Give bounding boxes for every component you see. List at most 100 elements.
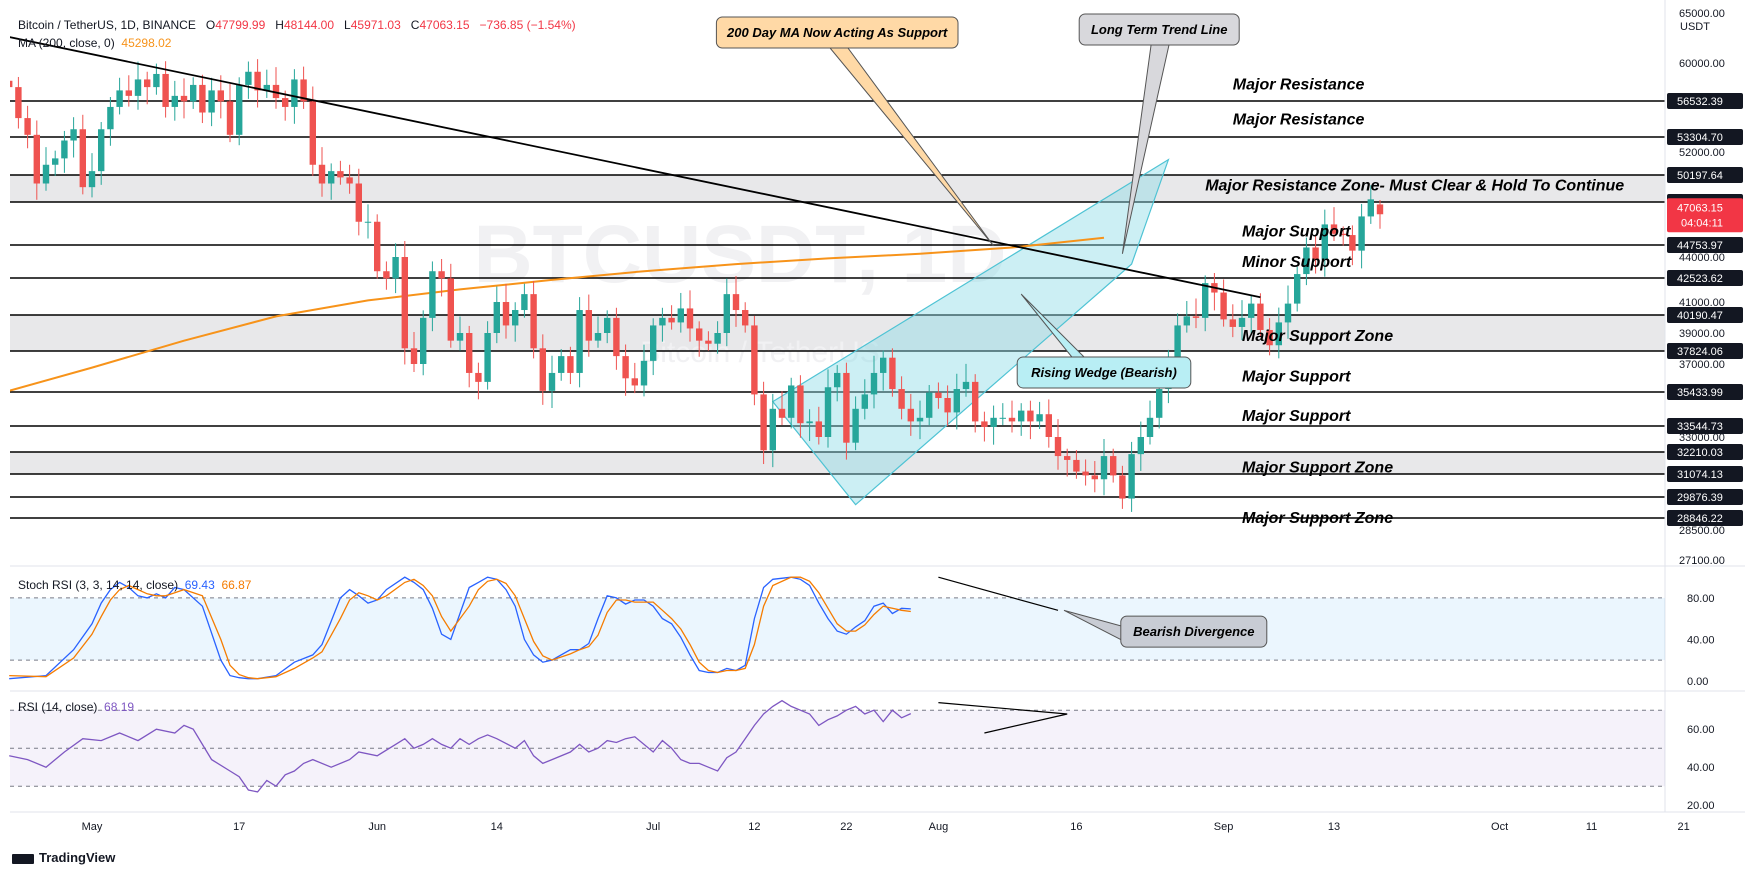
candle [1156, 389, 1163, 418]
stoch-header[interactable]: Stoch RSI (3, 3, 14, 14, close) 69.43 66… [18, 578, 251, 592]
price-level-tag-text: 42523.62 [1677, 273, 1723, 285]
price-level-tag-text: 32210.03 [1677, 447, 1723, 459]
price-tick-label: 39000.00 [1679, 328, 1725, 340]
candle [742, 310, 749, 326]
candle [1340, 233, 1347, 236]
low-value: 45971.03 [350, 18, 401, 32]
ma-value: 45298.02 [121, 36, 172, 50]
candle [24, 118, 31, 135]
candle [217, 90, 224, 102]
time-tick-label: Sep [1214, 821, 1234, 833]
candle [190, 84, 197, 102]
candle [843, 372, 850, 443]
callout-box [1120, 615, 1268, 648]
candle [521, 294, 528, 311]
candle [889, 357, 896, 390]
candle [493, 302, 500, 333]
candle [1358, 216, 1365, 251]
candle [1303, 247, 1310, 275]
time-tick-label: Oct [1491, 821, 1508, 833]
price-pane: BTCUSDT, 1D Bitcoin / TetherUS Major Resis… [10, 13, 1665, 527]
candle [935, 392, 942, 399]
candle [410, 348, 418, 364]
candle [760, 394, 767, 451]
rsi-tick-label: 40.00 [1687, 762, 1715, 774]
rsi-triangle-pattern [938, 702, 1068, 734]
candle [778, 408, 786, 418]
candle [677, 308, 684, 323]
candle [1036, 414, 1043, 422]
candle [70, 129, 77, 141]
candle [236, 84, 243, 135]
candle [374, 221, 381, 272]
candle [318, 164, 326, 184]
candle [245, 71, 252, 85]
stoch-band [10, 597, 1665, 661]
price-level-tag [1667, 270, 1743, 286]
price-tick-label: 60000.00 [1679, 58, 1725, 70]
candle [1266, 329, 1273, 346]
price-level-tag [1667, 418, 1743, 434]
price-level-tag-text: 53304.70 [1677, 132, 1723, 144]
candle [153, 73, 160, 88]
candle [392, 257, 399, 279]
tradingview-logo-icon [12, 853, 34, 864]
candle [769, 408, 776, 451]
candle [309, 101, 316, 165]
time-tick-label: Jun [368, 821, 386, 833]
price-tick-label: 44000.00 [1679, 252, 1725, 264]
long-term-trend-line [10, 36, 1261, 299]
time-tick-label: Aug [929, 821, 949, 833]
candle [383, 271, 390, 279]
time-tick-label: 16 [1070, 821, 1082, 833]
candle [484, 333, 491, 382]
candle [962, 381, 970, 390]
candle [346, 177, 353, 184]
level-annotation: Major Support Zone [1242, 460, 1393, 477]
candle [502, 302, 510, 326]
symbol-title[interactable]: Bitcoin / TetherUS, 1D, BINANCE [18, 18, 196, 32]
ma200-line [10, 236, 1105, 392]
candle [788, 385, 795, 418]
price-tick-label: 37000.00 [1679, 359, 1725, 371]
low-label: L [344, 18, 351, 32]
rsi-header[interactable]: RSI (14, close) 68.19 [18, 700, 134, 714]
ma-header[interactable]: MA (200, close, 0) 45298.02 [18, 36, 171, 50]
candle [144, 79, 151, 88]
callout-box [1078, 13, 1240, 46]
level-annotation: Major Resistance [1233, 112, 1365, 129]
candle [898, 389, 905, 409]
price-tick-label: 28500.00 [1679, 525, 1725, 537]
watermark-name: Bitcoin / TetherUS [640, 336, 880, 369]
currency-label: USDT [1680, 21, 1710, 33]
candle [861, 394, 868, 409]
candle [1027, 410, 1034, 422]
candle [1174, 325, 1181, 360]
rsi-label: RSI (14, close) [18, 700, 98, 714]
candle [116, 90, 123, 107]
candle [512, 310, 519, 326]
high-value: 48144.00 [283, 18, 335, 32]
price-level-tag [1667, 343, 1743, 359]
candle [806, 421, 813, 424]
candle [1312, 247, 1319, 260]
ma-label: MA (200, close, 0) [18, 36, 115, 50]
candle [438, 271, 445, 279]
support-resistance-zone [10, 315, 1665, 351]
candle [916, 417, 924, 422]
candle [447, 278, 454, 341]
tradingview-logo[interactable]: TradingView [12, 850, 115, 865]
candle [834, 372, 841, 388]
candle [990, 417, 997, 427]
price-level-tag [1667, 237, 1743, 253]
candle [52, 158, 59, 165]
candle [254, 71, 261, 91]
callout-text: Rising Wedge (Bearish) [1031, 365, 1177, 380]
candle [594, 333, 602, 341]
candle [33, 134, 40, 184]
stoch-series-line [9, 576, 911, 680]
current-price-tag [1667, 198, 1743, 233]
price-level-tag [1667, 466, 1743, 482]
